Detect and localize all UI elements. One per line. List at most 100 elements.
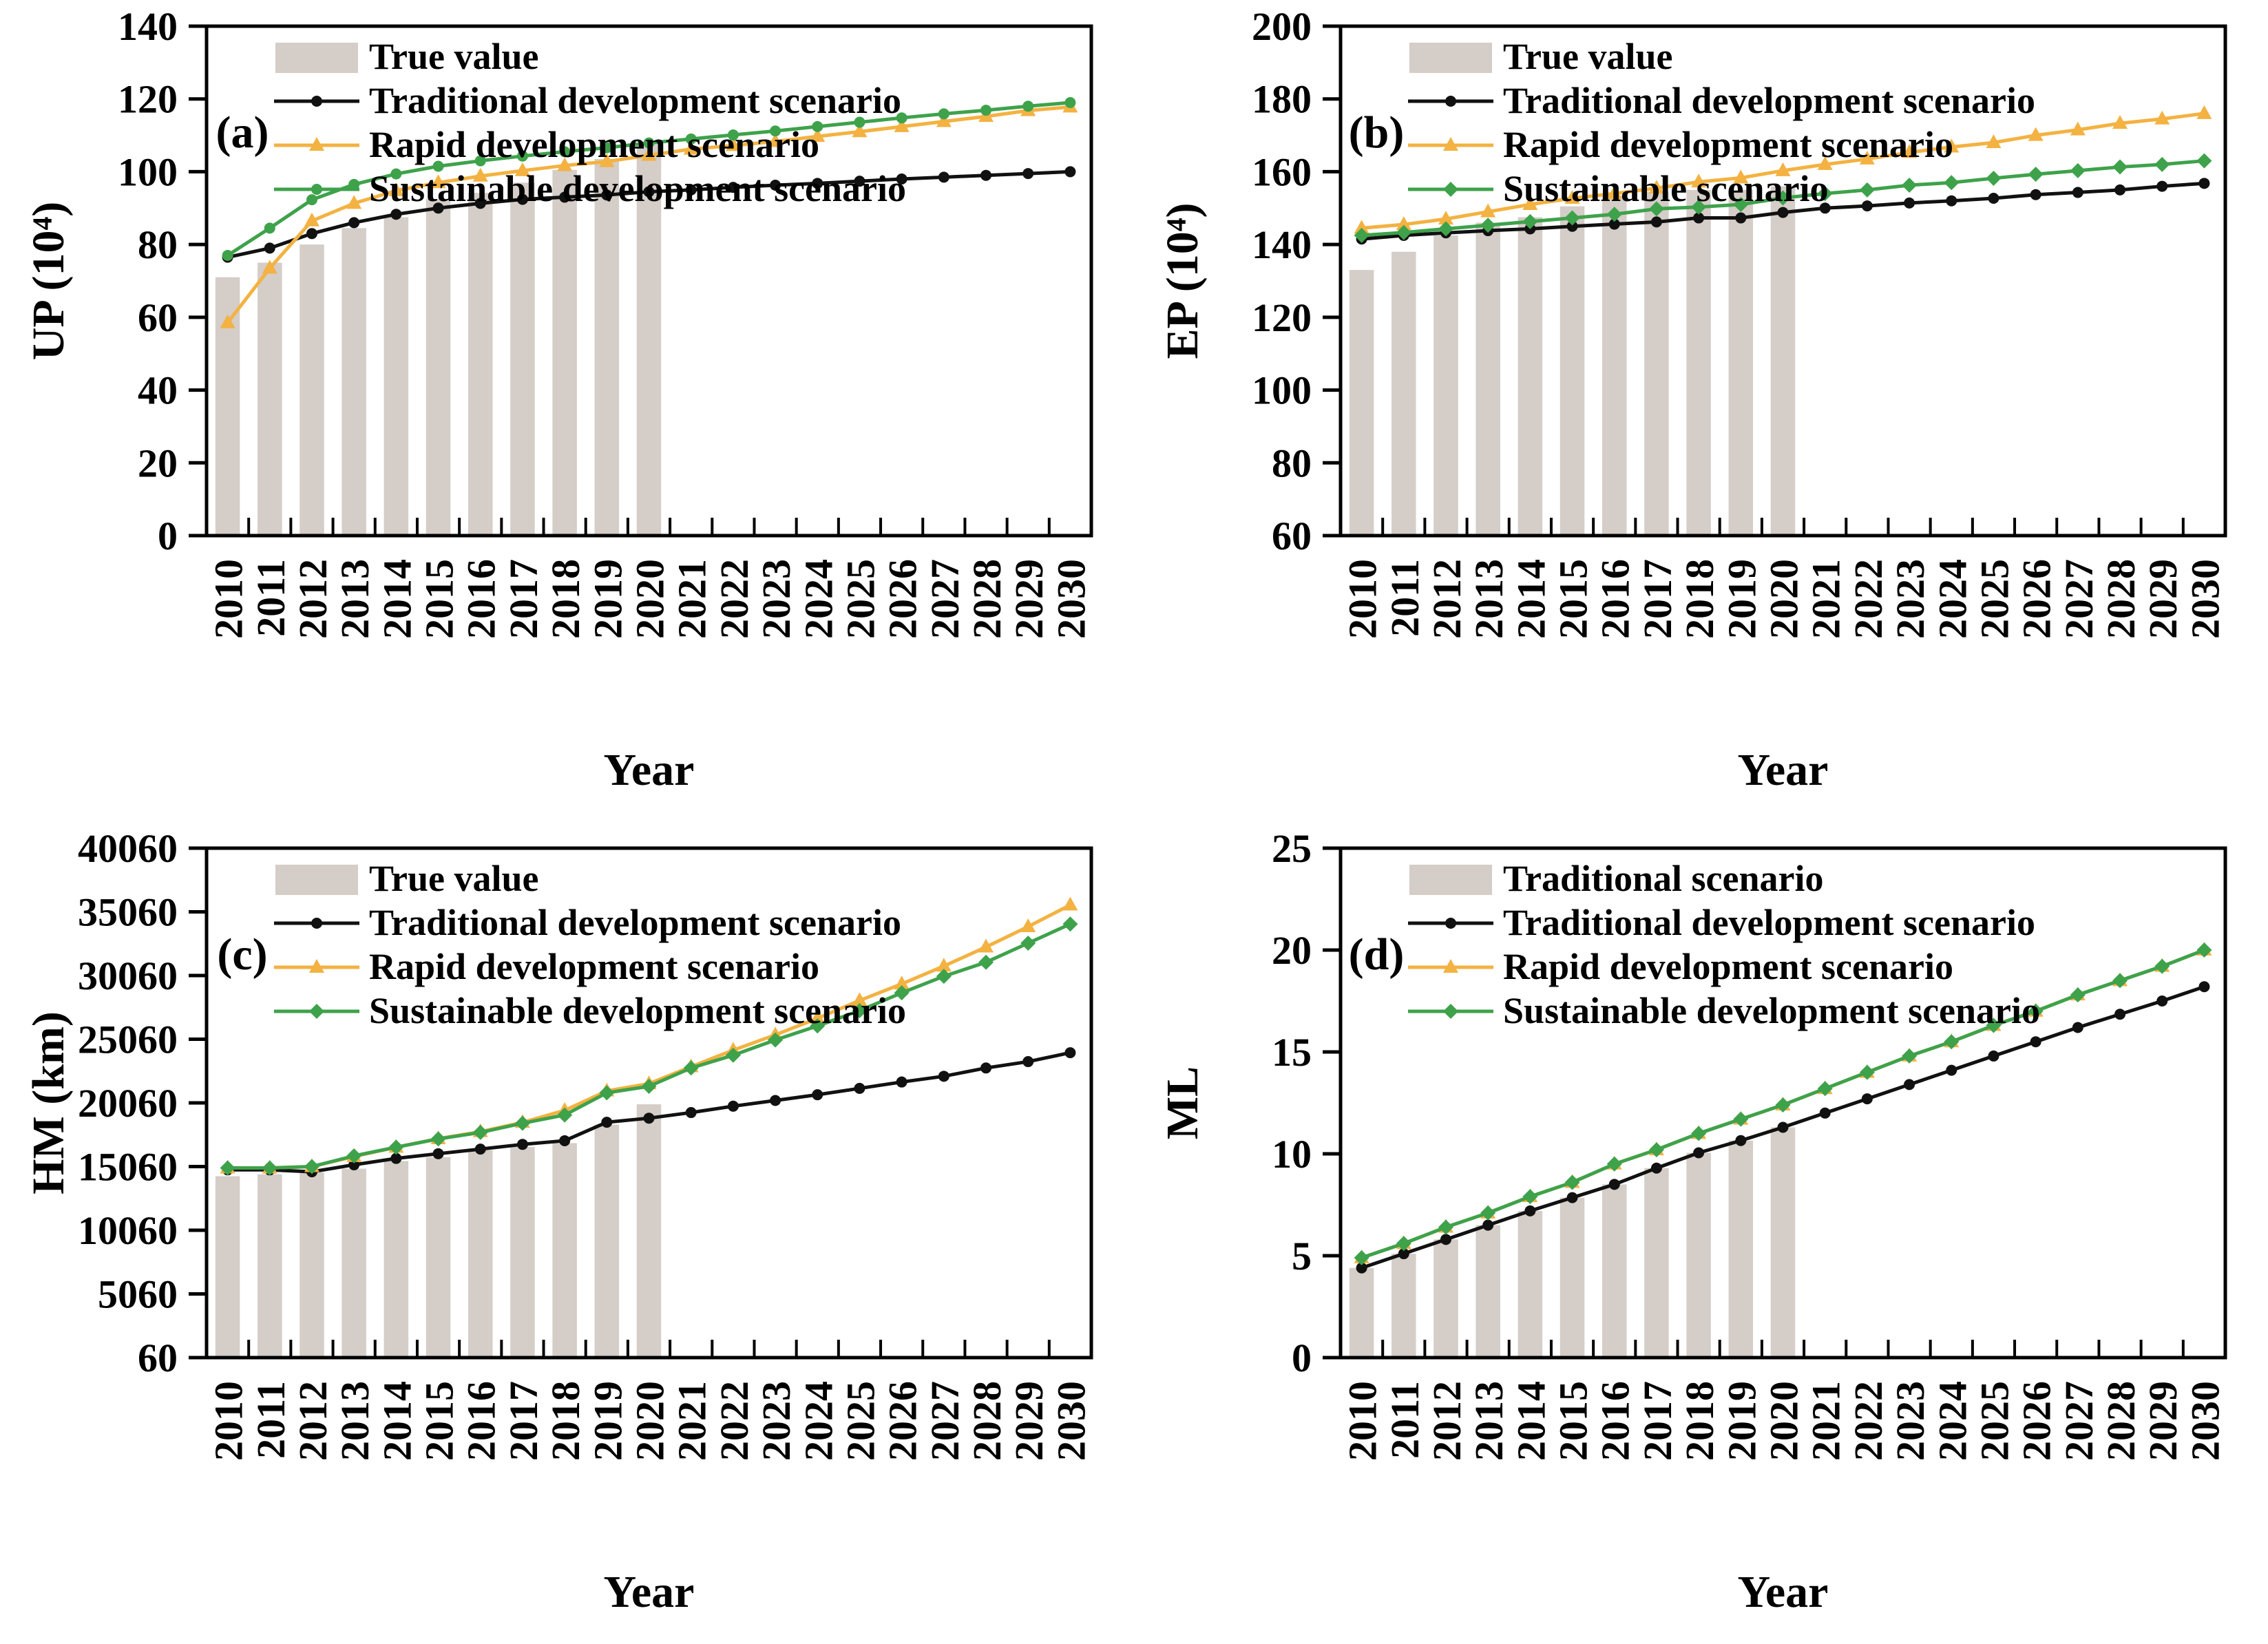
marker-circle <box>432 160 444 172</box>
x-tick-label: 2026 <box>881 559 925 639</box>
marker-triangle <box>1648 180 1664 194</box>
bar <box>384 1161 409 1358</box>
marker-diamond <box>936 969 952 984</box>
legend-label: True value <box>369 36 538 77</box>
x-tick-label: 2023 <box>1888 559 1933 639</box>
bar <box>1349 270 1374 536</box>
marker-triangle <box>1438 211 1453 225</box>
svg-text:2024: 2024 <box>796 559 841 639</box>
marker-circle <box>601 189 613 201</box>
svg-text:2013: 2013 <box>1467 1381 1511 1461</box>
marker-triangle <box>936 958 952 972</box>
svg-text:2012: 2012 <box>291 559 335 639</box>
x-tick-label: 2014 <box>1509 1381 1553 1461</box>
marker-diamond <box>2196 153 2212 169</box>
x-tick-label: 2022 <box>1846 1381 1891 1461</box>
svg-text:2016: 2016 <box>1593 1381 1638 1461</box>
marker-circle <box>896 173 907 185</box>
x-axis-title: Year <box>1738 745 1829 795</box>
marker-diamond <box>2112 973 2128 989</box>
legend-label: Rapid development scenario <box>1503 124 1953 165</box>
legend-label: True value <box>369 858 538 899</box>
legend-bar-swatch <box>275 865 358 895</box>
svg-text:2011: 2011 <box>1383 559 1427 637</box>
marker-triangle <box>1564 190 1580 204</box>
x-tick-label: 2017 <box>1635 1381 1680 1461</box>
x-tick-label: 2027 <box>2057 559 2101 639</box>
marker-triangle <box>1062 896 1078 911</box>
marker-circle <box>854 176 865 187</box>
marker-circle <box>1440 1234 1451 1245</box>
bar <box>636 143 662 536</box>
marker-triangle <box>1480 203 1496 218</box>
marker-diamond <box>768 1032 784 1048</box>
bar <box>426 1157 451 1358</box>
x-tick-label: 2018 <box>543 1381 588 1461</box>
marker-triangle <box>852 992 868 1007</box>
legend-label: Traditional development scenario <box>1503 902 2035 943</box>
marker-circle <box>390 1152 402 1164</box>
x-tick-label: 2018 <box>543 559 588 639</box>
marker-circle <box>1904 197 1915 209</box>
marker-circle <box>1904 1079 1915 1090</box>
x-tick-label: 2028 <box>2099 1381 2143 1461</box>
marker-triangle <box>641 147 657 161</box>
svg-text:2029: 2029 <box>1007 1381 1051 1461</box>
bar <box>1434 1239 1458 1358</box>
svg-text:2016: 2016 <box>1593 559 1638 639</box>
y-tick-label: 30060 <box>78 953 178 998</box>
marker-diamond <box>1944 175 1960 191</box>
x-tick-label: 2025 <box>1972 559 2017 639</box>
marker-diamond <box>220 1160 235 1176</box>
x-tick-label: 2025 <box>838 559 883 639</box>
x-tick-label: 2024 <box>1930 559 1975 639</box>
x-tick-label: 2017 <box>501 559 546 639</box>
bar <box>258 1174 282 1358</box>
marker-circle <box>1566 1192 1578 1203</box>
x-tick-label: 2028 <box>2099 559 2143 639</box>
svg-text:2022: 2022 <box>1846 1381 1891 1461</box>
marker-circle <box>222 250 233 261</box>
bar <box>510 182 535 536</box>
svg-text:2024: 2024 <box>796 1381 841 1461</box>
marker-circle <box>1064 97 1076 108</box>
marker-triangle <box>514 162 530 176</box>
marker-circle <box>812 178 823 189</box>
marker-diamond <box>2070 987 2086 1003</box>
x-axis-title: Year <box>1738 1567 1829 1617</box>
marker-circle <box>1777 1121 1789 1133</box>
svg-text:2019: 2019 <box>1719 559 1764 639</box>
svg-text:2028: 2028 <box>2099 559 2143 639</box>
y-tick-label: 15 <box>1272 1030 1312 1075</box>
x-tick-label: 2022 <box>712 559 757 639</box>
marker-circle <box>2156 995 2168 1007</box>
x-tick-label: 2023 <box>754 1381 799 1461</box>
marker-diamond <box>430 1131 446 1147</box>
y-tick-label: 80 <box>1272 441 1312 485</box>
svg-text:HM (km): HM (km) <box>23 1011 74 1194</box>
plot-frame <box>204 846 1093 1360</box>
bar <box>1560 206 1585 536</box>
series-line-sustainable-scenario <box>1354 153 2212 243</box>
bar <box>1770 1127 1796 1358</box>
x-tick-label: 2029 <box>1007 1381 1051 1461</box>
marker-triangle <box>852 123 868 138</box>
marker-circle <box>1398 1248 1409 1260</box>
y-axis-title: ML <box>1157 1066 1208 1139</box>
x-tick-label: 2014 <box>375 1381 419 1461</box>
bar <box>552 1143 577 1358</box>
marker-diamond <box>2070 162 2086 178</box>
marker-circle <box>474 1144 486 1155</box>
marker-circle <box>854 116 865 128</box>
marker-diamond <box>1606 1156 1622 1172</box>
panel-d: 0 5 10 15 20 25 2010 2011 2012 2013 2014 2015 2016 20… <box>1134 822 2268 1644</box>
marker-diamond <box>1859 182 1875 198</box>
marker-triangle <box>1986 134 2002 149</box>
marker-circle <box>1693 212 1705 224</box>
marker-triangle <box>346 195 362 209</box>
panel-c-chart: 60 5060 10060 15060 20060 25060 30060 35060 4006… <box>23 826 1093 1617</box>
marker-diamond <box>1354 227 1369 243</box>
marker-diamond <box>1775 1097 1791 1113</box>
x-tick-label: 2011 <box>249 559 293 637</box>
